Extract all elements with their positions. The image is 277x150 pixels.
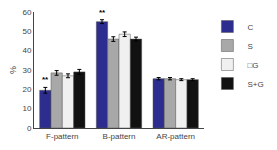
svg-text:0: 0: [27, 124, 32, 133]
svg-text:C: C: [247, 23, 253, 32]
svg-text:S+G: S+G: [247, 80, 263, 89]
svg-text:40: 40: [22, 46, 31, 55]
svg-text:10: 10: [22, 104, 31, 113]
svg-text:□G: □G: [247, 61, 258, 70]
svg-text:F-pattern: F-pattern: [46, 132, 78, 141]
svg-text:50: 50: [22, 27, 31, 36]
svg-text:30: 30: [22, 66, 31, 75]
svg-text:**: **: [42, 75, 49, 84]
svg-text:**: **: [99, 8, 106, 17]
svg-text:20: 20: [22, 85, 31, 94]
svg-text:60: 60: [22, 8, 31, 17]
svg-text:B-pattern: B-pattern: [103, 132, 136, 141]
svg-text:%: %: [8, 66, 18, 74]
svg-text:AR-pattern: AR-pattern: [156, 132, 195, 141]
svg-text:S: S: [247, 42, 252, 51]
